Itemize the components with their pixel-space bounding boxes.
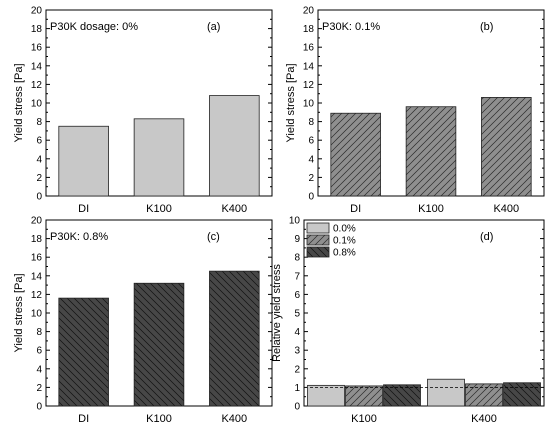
- y-tick-label: 0: [36, 192, 42, 203]
- x-tick-label-k100: K100: [146, 413, 172, 425]
- y-tick-label: 0: [294, 402, 300, 413]
- x-tick-label-di: DI: [78, 203, 89, 215]
- panel-d: 0 1 2 3 4 5 6 7 8 9 10 Relative yield stress K100 K40…: [271, 216, 545, 425]
- x-tick-label-k400: K400: [471, 413, 497, 425]
- y-tick-label: 8: [36, 327, 42, 338]
- y-tick-label: 16: [31, 253, 43, 264]
- x-tick-label-k100: K100: [351, 413, 377, 425]
- bar-k100-series-0: [307, 384, 345, 407]
- y-tick-label: 16: [31, 43, 43, 54]
- y-tick-label: 10: [31, 99, 43, 110]
- y-tick-label: 10: [31, 309, 43, 320]
- bar-di: [58, 125, 109, 197]
- y-tick-label: 6: [36, 346, 42, 357]
- panel-b: 0 2 4 6 8 10 12 14 16 18 20 Yield stress [Pa] DI K100…: [285, 6, 545, 215]
- y-tick-label: 2: [308, 173, 314, 184]
- x-tick-label-k100: K100: [418, 203, 444, 215]
- x-tick-label-di: DI: [78, 413, 89, 425]
- y-tick-label: 14: [31, 271, 43, 282]
- y-tick-label: 20: [303, 6, 315, 17]
- panel-label: (a): [207, 21, 220, 33]
- x-tick-label-k400: K400: [221, 413, 247, 425]
- legend-swatch-0: [306, 222, 330, 234]
- y-tick-label: 0: [308, 192, 314, 203]
- x-tick-label-k400: K400: [493, 203, 519, 215]
- y-tick-label: 12: [31, 290, 43, 301]
- y-tick-label: 18: [31, 24, 43, 35]
- y-tick-label: 4: [36, 364, 42, 375]
- bar-di: [58, 297, 109, 407]
- y-tick-label: 7: [294, 271, 300, 282]
- y-tick-label: 12: [31, 80, 43, 91]
- panel-label: (b): [480, 21, 493, 33]
- y-tick-label: 6: [294, 290, 300, 301]
- bar-k100-series-1: [345, 385, 383, 407]
- x-tick-label-k400: K400: [221, 203, 247, 215]
- bar-k100-series-2: [383, 384, 421, 407]
- legend-swatch-2: [306, 246, 330, 258]
- panel-label: (c): [207, 231, 220, 243]
- bar-k100: [133, 282, 185, 407]
- bar-k400: [481, 97, 532, 197]
- y-tick-label: 18: [303, 24, 315, 35]
- y-tick-label: 1: [294, 383, 300, 394]
- bar-k400-series-1: [465, 383, 503, 407]
- bar-k100: [405, 106, 457, 197]
- y-tick-label: 9: [294, 234, 300, 245]
- bar-k400-series-0: [427, 378, 465, 407]
- y-tick-label: 4: [294, 327, 300, 338]
- bar-k400-series-2: [503, 382, 541, 407]
- y-tick-label: 4: [308, 154, 314, 165]
- legend-swatch-1: [306, 234, 330, 246]
- legend-label-2: 0.8%: [333, 248, 356, 259]
- y-axis-label: Relative yield stress: [271, 264, 283, 362]
- panel-a: 0 2 4 6 8 10 12 14 16 18 20 Yield stress [Pa] DI K100…: [13, 6, 273, 215]
- y-tick-label: 18: [31, 234, 43, 245]
- y-tick-label: 10: [303, 99, 315, 110]
- y-tick-label: 8: [36, 117, 42, 128]
- y-tick-label: 2: [36, 173, 42, 184]
- y-tick-label: 4: [36, 154, 42, 165]
- bar-k400: [209, 95, 260, 197]
- panel-annotation: P30K: 0.1%: [322, 21, 380, 33]
- y-axis-label: Yield stress [Pa]: [13, 273, 25, 352]
- legend-label-0: 0.0%: [333, 224, 356, 235]
- y-tick-label: 3: [294, 346, 300, 357]
- y-tick-label: 6: [36, 136, 42, 147]
- x-tick-label-k100: K100: [146, 203, 172, 215]
- y-axis-label: Yield stress [Pa]: [285, 63, 297, 142]
- bar-k100: [133, 118, 185, 197]
- y-tick-label: 16: [303, 43, 315, 54]
- y-tick-label: 12: [303, 80, 315, 91]
- y-axis-label: Yield stress [Pa]: [13, 63, 25, 142]
- y-tick-label: 14: [303, 61, 315, 72]
- bar-k400: [209, 270, 260, 407]
- y-tick-label: 0: [36, 402, 42, 413]
- legend-label-1: 0.1%: [333, 236, 356, 247]
- y-tick-label: 6: [308, 136, 314, 147]
- y-tick-label: 10: [289, 216, 301, 227]
- panel-c: 0 2 4 6 8 10 12 14 16 18 20 Yield stress [Pa] DI K100…: [13, 216, 273, 425]
- y-tick-label: 2: [294, 364, 300, 375]
- y-tick-label: 20: [31, 216, 43, 227]
- panel-annotation: P30K: 0.8%: [50, 231, 108, 243]
- panel-label: (d): [480, 231, 493, 243]
- y-tick-label: 8: [308, 117, 314, 128]
- x-tick-label-di: DI: [350, 203, 361, 215]
- y-tick-label: 14: [31, 61, 43, 72]
- panel-annotation: P30K dosage: 0%: [50, 21, 138, 33]
- y-tick-label: 2: [36, 383, 42, 394]
- y-tick-label: 20: [31, 6, 43, 17]
- y-tick-label: 5: [294, 309, 300, 320]
- bar-di: [330, 112, 381, 197]
- y-tick-label: 8: [294, 253, 300, 264]
